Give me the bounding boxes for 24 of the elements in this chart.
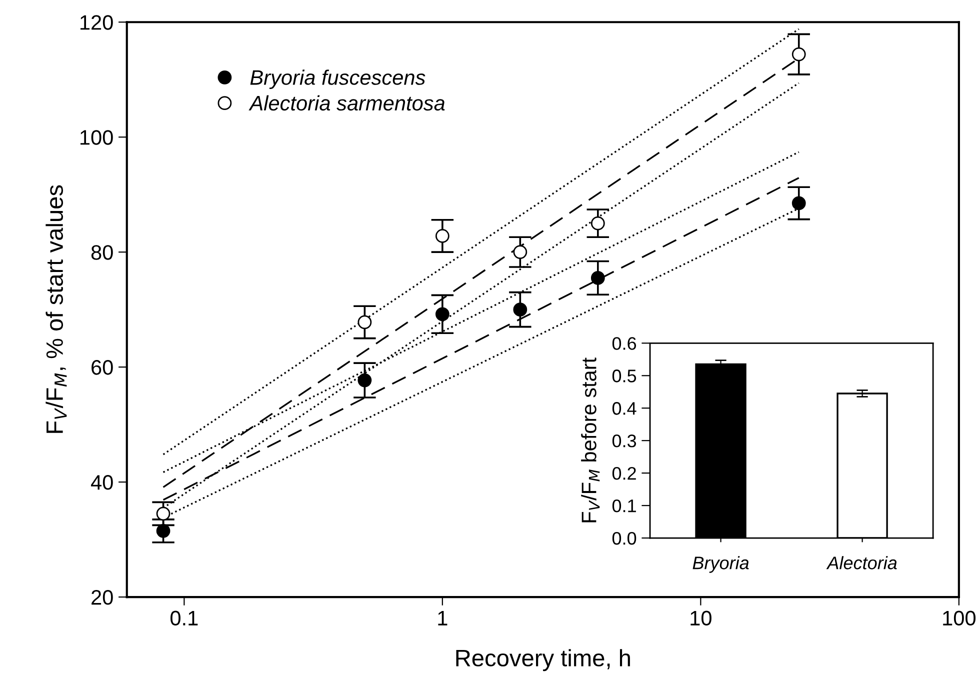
y-axis-title: F$_{V}$/F$_{M}$, % of start values: [46, 185, 67, 433]
y-axis-title: F$_{V}$/F$_{M}$ before start: [581, 358, 600, 522]
y-tick-label: 100: [80, 130, 113, 145]
y-tick-label: 20: [92, 590, 113, 605]
y-tick-label: 120: [80, 15, 113, 30]
y-tick-label: 0.0: [612, 532, 636, 545]
y-tick-label: 0.3: [612, 434, 636, 448]
x-tick-label: 100: [943, 610, 976, 626]
y-tick-label: 80: [91, 245, 113, 260]
y-tick-label: 0.2: [612, 466, 636, 480]
x-tick-label: Alectoria: [826, 556, 897, 570]
y-tick-label: 0.6: [612, 337, 636, 350]
y-tick-label: 0.4: [612, 402, 636, 415]
x-axis-title: Recovery time, h: [456, 649, 630, 672]
x-tick-label: Bryoria: [692, 556, 749, 573]
y-tick-label: 0.5: [612, 370, 636, 382]
x-tick-label: 10: [690, 610, 712, 626]
x-tick-label: 0.1: [170, 610, 198, 626]
x-tick-label: 1: [438, 610, 448, 626]
y-tick-label: 40: [90, 475, 113, 490]
y-tick-label: 0.1: [612, 499, 636, 512]
y-tick-label: 60: [92, 360, 113, 375]
legend-label: Bryoria fuscescens: [250, 70, 426, 90]
legend-label: Alectoria sarmentosa: [248, 95, 445, 111]
